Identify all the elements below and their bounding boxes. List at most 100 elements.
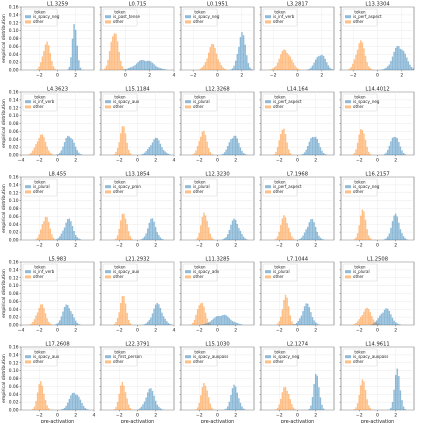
legend-title: token [194,95,206,100]
legend-swatch-other [185,275,191,279]
bar-feature [383,154,386,155]
bar-other [281,309,284,325]
bar-feature [147,60,149,70]
bar-other [51,234,53,240]
bar-other [276,236,279,240]
subplot-title: L8.455 [49,172,67,178]
bar-feature [295,322,298,325]
legend-label-feature: is_plural [193,184,210,189]
bar-other [126,142,128,155]
bar-feature [147,321,149,325]
bar-feature [377,318,379,325]
bar-other [36,237,39,240]
subplot-title: L17.2608 [45,342,69,348]
legend-swatch-other [105,105,111,109]
bar-other [41,56,44,70]
x-tick-label: −2 [270,73,277,79]
legend-title: token [354,95,366,100]
bar-other [115,238,117,240]
subplot-title: L4.3623 [47,87,68,93]
x-tick-label: 0 [216,328,219,334]
bar-other [201,387,204,410]
bar-feature [151,218,154,240]
legend-swatch-feature [345,15,351,19]
bar-feature [399,229,402,240]
subplot-title: L12.3268 [205,87,229,93]
bar-other [356,49,359,70]
bar-other [35,401,37,410]
bar-feature [239,37,242,70]
bar-other [116,147,119,155]
legend-swatch-other [185,20,191,24]
x-tick-label: 2 [154,243,157,249]
legend-title: token [274,95,286,100]
legend-label-feature: is_plural [193,99,210,104]
subplot-title: L16.2157 [365,172,389,178]
bar-feature [222,153,224,155]
subplot-title: L14.9611 [365,342,389,348]
x-tick-label: 0 [136,243,139,249]
x-tick-label: 0 [216,413,219,419]
legend-title: token [34,265,46,270]
y-tick-label: 0.00 [9,408,19,414]
y-tick-label: 0.02 [9,230,19,236]
legend-box [262,8,298,27]
bar-other [126,224,128,240]
bar-feature [74,320,77,325]
bar-other [297,68,299,70]
bar-other [127,149,130,155]
legend-title: token [274,180,286,185]
y-tick-label: 0.04 [9,52,19,58]
bar-feature [233,218,235,240]
bar-feature [74,235,77,240]
subplot-title: L1.2508 [367,257,388,263]
bar-feature [383,239,386,240]
bar-feature [70,221,72,240]
bar-other [276,147,279,155]
bar-other [355,237,357,240]
bar-feature [313,222,315,240]
bar-other [38,384,40,410]
bar-other [198,69,200,70]
legend-swatch-feature [265,100,271,104]
y-tick-label: 0.02 [9,400,19,406]
bar-other [38,137,40,155]
subplot-title: L0.1951 [207,2,228,8]
bar-other [200,395,202,410]
bar-other [40,304,42,325]
x-tick-label: 2 [154,158,157,164]
bar-feature [238,398,240,410]
x-tick-label: 0 [296,413,299,419]
bar-feature [124,69,127,70]
bar-feature [404,238,406,240]
bar-feature [329,67,331,70]
x-tick-label: 2 [74,243,77,249]
bar-feature [158,140,160,155]
bar-feature [154,65,157,70]
bar-other [206,220,208,240]
legend-label-other: other [353,274,364,279]
bar-feature [385,67,387,70]
bar-other [367,151,370,155]
bar-other [363,48,365,70]
bar-other [192,154,194,155]
bar-other [129,153,132,155]
bar-feature [394,137,397,155]
bar-other [192,322,194,325]
bar-feature [71,38,74,70]
legend-label-other: other [273,104,284,109]
bar-feature [316,375,318,410]
bar-other [363,381,365,410]
bar-feature [244,154,246,155]
legend-swatch-other [25,360,31,364]
bar-feature [374,322,376,325]
bar-other [363,211,365,240]
x-tick-label: 2 [234,158,237,164]
bar-other [366,146,368,155]
bar-other [46,146,48,155]
